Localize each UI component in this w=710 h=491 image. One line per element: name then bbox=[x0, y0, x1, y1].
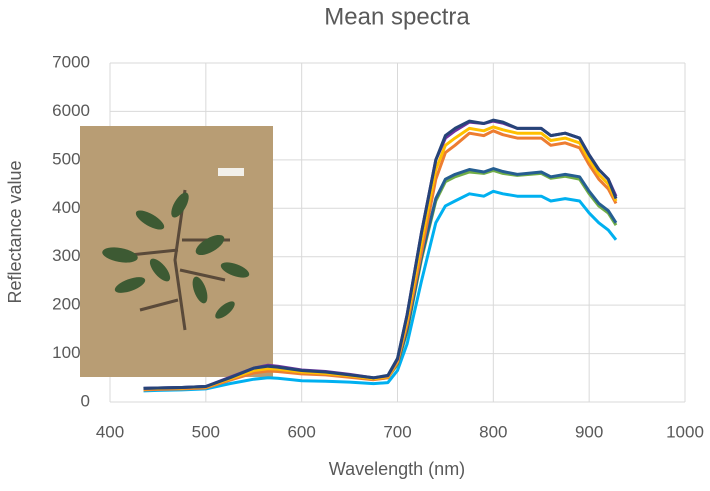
x-tick-label: 500 bbox=[192, 422, 220, 441]
series-line bbox=[143, 125, 618, 391]
y-tick-label: 0 bbox=[81, 391, 90, 410]
x-tick-label: 600 bbox=[287, 422, 315, 441]
series-line bbox=[143, 118, 618, 390]
chart-title: Mean spectra bbox=[324, 3, 470, 30]
x-tick-label: 800 bbox=[479, 422, 507, 441]
series-line bbox=[143, 129, 618, 392]
photo bbox=[80, 126, 273, 377]
x-axis-title: Wavelength (nm) bbox=[329, 459, 465, 479]
x-tick-label: 1000 bbox=[666, 422, 704, 441]
x-tick-label: 900 bbox=[575, 422, 603, 441]
y-tick-label: 7000 bbox=[52, 52, 90, 71]
y-tick-label: 6000 bbox=[52, 101, 90, 120]
x-tick-label: 700 bbox=[383, 422, 411, 441]
series-line bbox=[143, 189, 618, 393]
y-axis-title: Reflectance value bbox=[5, 160, 25, 303]
x-tick-label: 400 bbox=[96, 422, 124, 441]
